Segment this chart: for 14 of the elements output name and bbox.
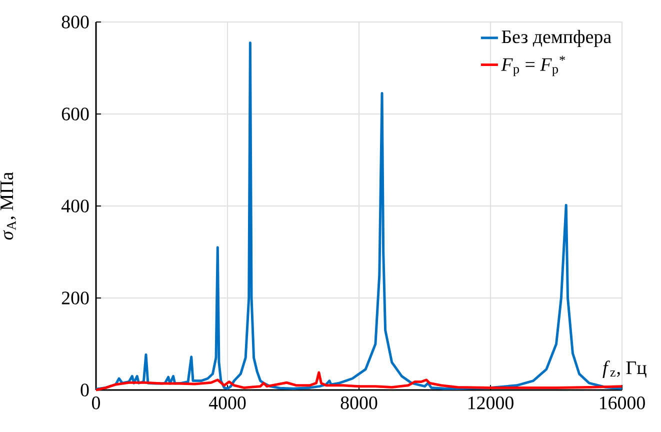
x-tick-label: 12000: [468, 396, 514, 410]
y-axis-title: σ$_{A}$, МПа: [0, 172, 16, 240]
y-tick-label: 0: [80, 384, 89, 396]
x-axis-title: f$_{z}$, Гц: [602, 360, 646, 378]
y-tick-label: 200: [62, 292, 89, 304]
x-tick-label: 4000: [208, 396, 246, 410]
y-tick-label: 400: [61, 200, 89, 212]
x-tick-label: 8000: [340, 396, 378, 410]
legend-label: Без демпфера: [502, 30, 612, 48]
legend-label: F$_{p}$ = F$_{p}$*: [501, 56, 565, 76]
y-tick-label: 800: [62, 16, 89, 28]
y-tick-label: 600: [62, 108, 89, 120]
x-tick-label: 0: [92, 396, 100, 410]
x-tick-label: 16000: [600, 396, 645, 410]
